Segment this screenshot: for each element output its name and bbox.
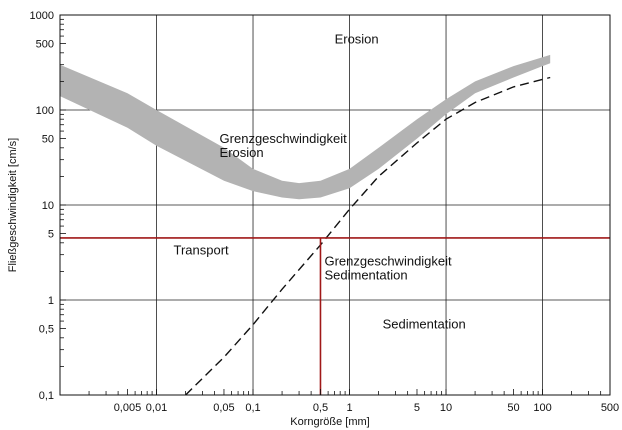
y-axis-label: Fließgeschwindigkeit [cm/s]: [7, 138, 19, 273]
region-label-line: Grenzgeschwindigkeit: [324, 254, 452, 269]
y-tick-label: 1000: [30, 10, 54, 22]
y-tick-label: 0,5: [39, 324, 54, 336]
erosion-band: [60, 54, 551, 200]
x-tick-label: 0,05: [213, 402, 234, 414]
region-label-line: Erosion: [335, 32, 379, 47]
region-label-line: Sedimentation: [324, 268, 407, 283]
y-tick-label: 5: [48, 229, 54, 241]
region-label: Grenzgeschwindigkeit Sedimentation: [324, 254, 452, 283]
x-tick-label: 5: [414, 402, 420, 414]
y-tick-label: 500: [36, 39, 54, 51]
sedimentation-curve-layer: [185, 76, 551, 396]
y-tick-label: 100: [36, 105, 54, 117]
region-label: Grenzgeschwindigkeit Erosion: [220, 131, 348, 160]
y-tick-label: 0,1: [39, 390, 54, 402]
reference-lines: [60, 237, 610, 395]
y-tick-label: 50: [42, 134, 54, 146]
region-label: Transport: [174, 243, 230, 258]
x-tick-label: 1: [346, 402, 352, 414]
x-tick-label: 50: [507, 402, 519, 414]
x-tick-label: 0,005: [114, 402, 142, 414]
y-tick-label: 1: [48, 295, 54, 307]
x-tick-label: 100: [533, 402, 551, 414]
x-tick-label: 0,1: [245, 402, 260, 414]
region-label: Erosion: [335, 32, 379, 47]
region-label-line: Grenzgeschwindigkeit: [220, 131, 348, 146]
x-tick-label: 500: [601, 402, 619, 414]
y-tick-label: 10: [42, 200, 54, 212]
sedimentation-curve: [185, 76, 551, 396]
region-label-line: Transport: [174, 243, 230, 258]
chart-grid: [60, 15, 610, 395]
erosion-band-layer: [60, 54, 551, 200]
region-label-line: Erosion: [220, 145, 264, 160]
y-axis-ticks: 0,1 0,5 1 5 10 50 100 500 1000: [30, 10, 66, 402]
x-tick-label: 0,01: [146, 402, 167, 414]
x-tick-label: 0,5: [313, 402, 328, 414]
x-axis-label: Korngröße [mm]: [290, 416, 369, 428]
x-tick-label: 10: [440, 402, 452, 414]
region-label: Sedimentation: [383, 317, 466, 332]
region-label-line: Sedimentation: [383, 317, 466, 332]
x-axis-ticks: 0,005 0,01 0,05 0,1 0,5 1 5 10 50 100 500: [59, 389, 619, 414]
